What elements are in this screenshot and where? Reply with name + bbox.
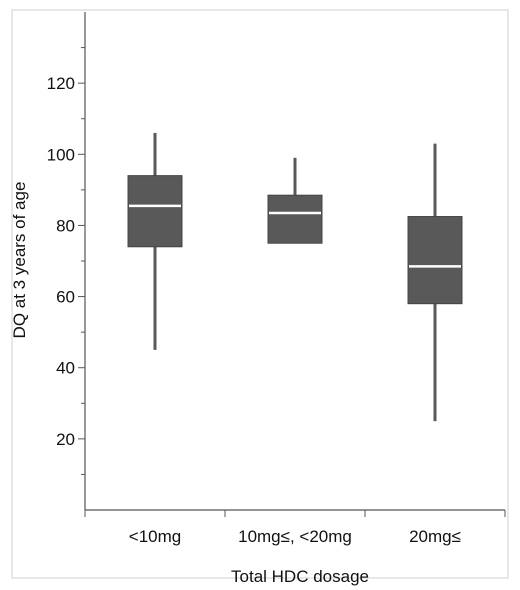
x-tick-label: 10mg≤, <20mg <box>238 527 352 546</box>
y-tick-label: 40 <box>56 359 75 378</box>
y-tick-label: 100 <box>47 145 75 164</box>
figure-frame <box>11 9 509 579</box>
y-tick-label: 20 <box>56 430 75 449</box>
y-tick-label: 60 <box>56 288 75 307</box>
x-tick-label: <10mg <box>129 527 181 546</box>
iqr-box <box>267 194 323 244</box>
x-axis-title: Total HDC dosage <box>231 567 369 586</box>
x-axis: <10mg 10mg≤, <20mg 20mg≤ <box>84 509 506 546</box>
iqr-box <box>127 175 183 248</box>
box-3 <box>407 143 463 422</box>
iqr-box <box>407 216 463 305</box>
boxes-group <box>127 132 463 422</box>
y-axis-title: DQ at 3 years of age <box>10 182 29 339</box>
y-axis: 20 40 60 80 100 120 <box>47 12 86 510</box>
box-2 <box>267 157 323 244</box>
y-tick-label: 80 <box>56 216 75 235</box>
box-1 <box>127 132 183 350</box>
x-tick-label: 20mg≤ <box>409 527 461 546</box>
y-tick-label: 120 <box>47 74 75 93</box>
